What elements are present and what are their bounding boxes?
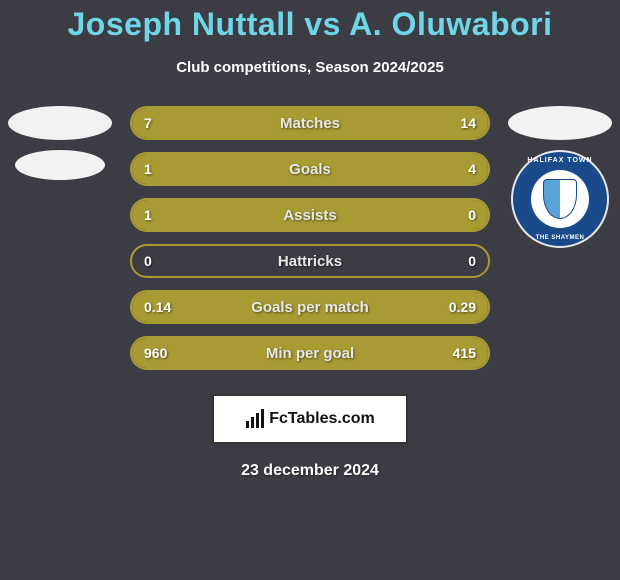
team-crest-halifax: HALIFAX TOWN THE SHAYMEN — [511, 150, 609, 248]
shield-icon — [543, 179, 577, 219]
footer-brand-box: FcTables.com — [212, 394, 408, 444]
stat-bar-row: 0.140.29Goals per match — [130, 290, 490, 324]
player1-name: Joseph Nuttall — [68, 6, 295, 42]
crest-bottom-text: THE SHAYMEN — [513, 235, 607, 241]
stat-label: Matches — [132, 108, 488, 138]
team-badge-placeholder — [15, 150, 105, 180]
fctables-logo-icon — [245, 409, 265, 429]
crest-top-text: HALIFAX TOWN — [513, 157, 607, 164]
stats-bars: 714Matches 14Goals 10Assists 00Hattricks 0.1… — [130, 106, 490, 370]
right-badge-column: HALIFAX TOWN THE SHAYMEN — [500, 106, 620, 248]
stat-label: Goals — [132, 154, 488, 184]
stat-bar-row: 714Matches — [130, 106, 490, 140]
stat-bar-row: 10Assists — [130, 198, 490, 232]
left-badge-column — [0, 106, 120, 180]
stat-label: Hattricks — [132, 246, 488, 276]
player2-name: A. Oluwabori — [349, 6, 552, 42]
stat-label: Goals per match — [132, 292, 488, 322]
stat-label: Assists — [132, 200, 488, 230]
stat-label: Min per goal — [132, 338, 488, 368]
stat-bar-row: 14Goals — [130, 152, 490, 186]
team-badge-placeholder — [8, 106, 112, 140]
comparison-title: Joseph Nuttall vs A. Oluwabori — [0, 0, 620, 43]
stat-bar-row: 00Hattricks — [130, 244, 490, 278]
team-badge-placeholder — [508, 106, 612, 140]
footer-brand-text: FcTables.com — [269, 410, 375, 428]
content-area: HALIFAX TOWN THE SHAYMEN 714Matches 14Goa… — [0, 106, 620, 370]
stat-bar-row: 960415Min per goal — [130, 336, 490, 370]
footer-date: 23 december 2024 — [0, 462, 620, 480]
vs-text: vs — [304, 6, 341, 42]
subtitle: Club competitions, Season 2024/2025 — [0, 59, 620, 76]
